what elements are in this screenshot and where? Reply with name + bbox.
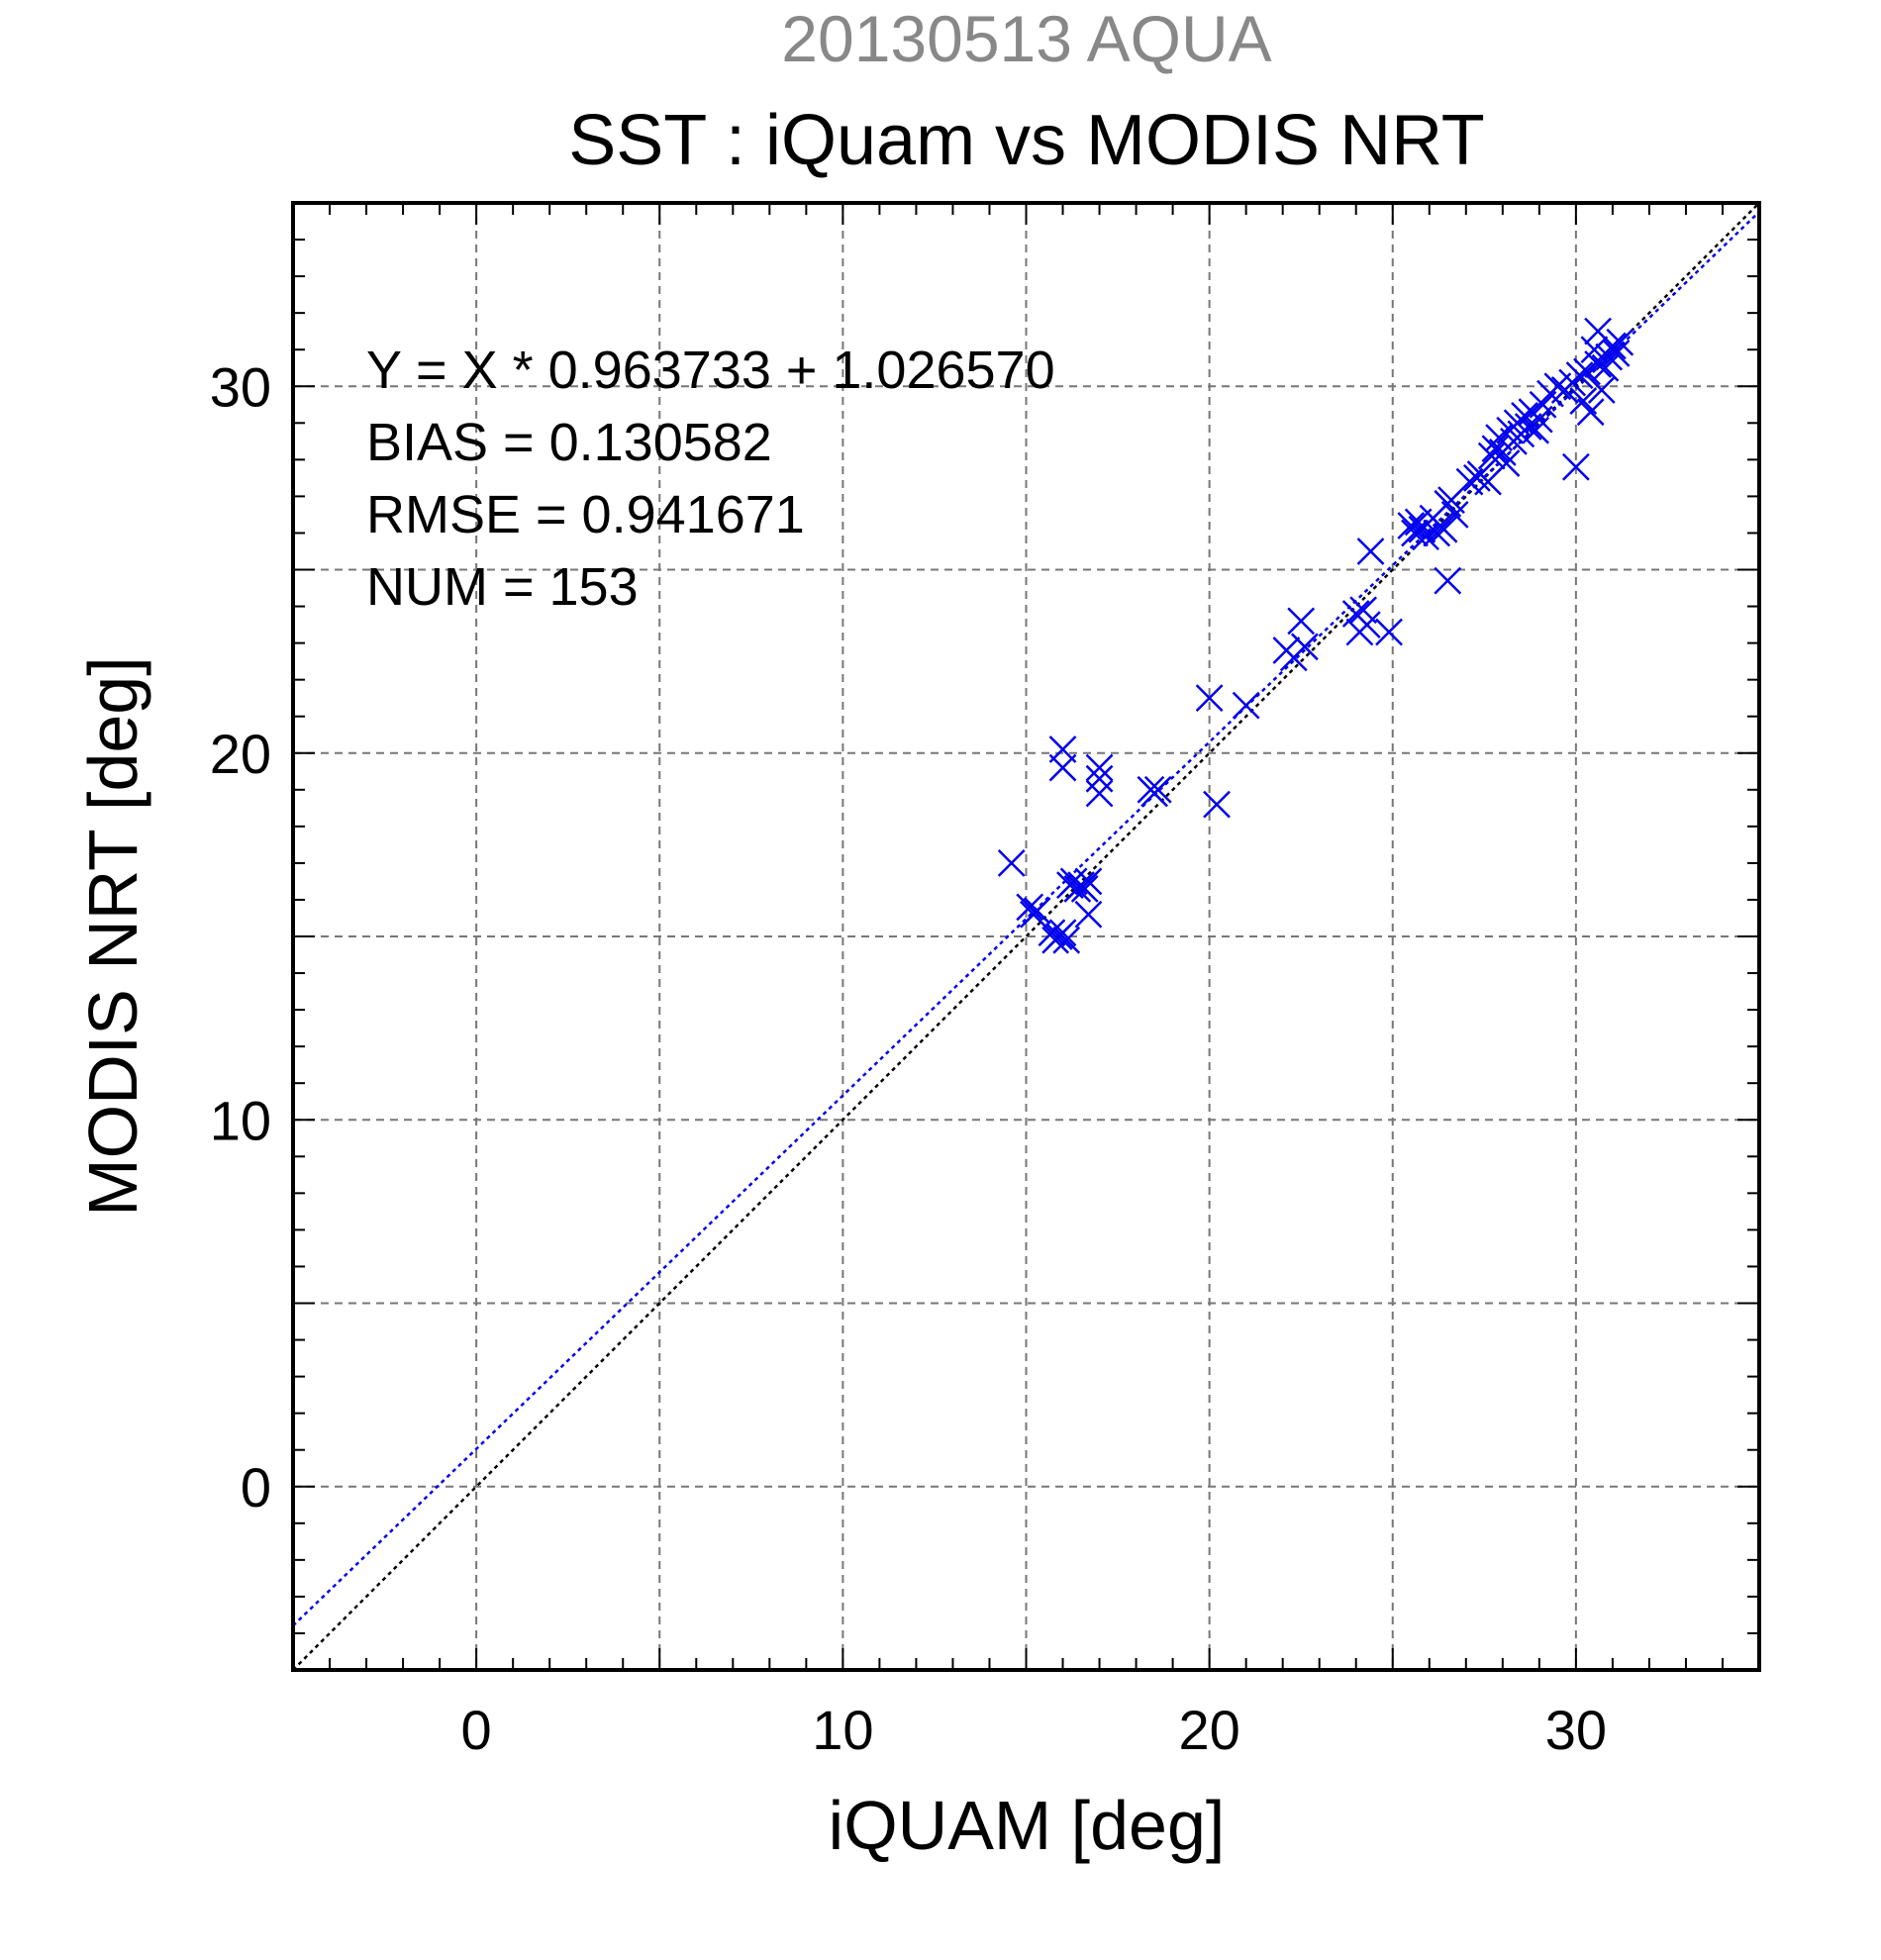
- tick-labels: 0 10 20 30 0 10 20 30: [210, 355, 1607, 1761]
- data-point: [1375, 618, 1403, 646]
- chart-subtitle: 20130513 AQUA: [781, 2, 1271, 75]
- y-tick-label: 20: [210, 723, 271, 785]
- data-point: [1561, 452, 1590, 481]
- stats-regression: Y = X * 0.963733 + 1.026570: [366, 341, 1055, 400]
- x-tick-label: 0: [461, 1699, 492, 1761]
- data-point: [1074, 900, 1103, 929]
- data-point: [1440, 501, 1469, 529]
- stats-rmse: RMSE = 0.941671: [366, 485, 805, 544]
- data-point: [1070, 874, 1099, 903]
- reference-lines: [293, 203, 1759, 1670]
- data-point: [1352, 611, 1381, 638]
- chart-title: SST : iQuam vs MODIS NRT: [568, 101, 1485, 180]
- data-point: [1287, 607, 1316, 636]
- x-tick-label: 20: [1178, 1699, 1239, 1761]
- data-point: [997, 849, 1026, 877]
- y-axis-label: MODIS NRT [deg]: [74, 656, 151, 1216]
- data-point: [1401, 519, 1429, 547]
- data-point: [1481, 435, 1510, 463]
- y-tick-label: 30: [210, 355, 271, 418]
- plot-frame: [291, 201, 1761, 1672]
- regression-line: [293, 211, 1759, 1627]
- data-point: [1602, 340, 1631, 367]
- data-point: [1232, 691, 1260, 720]
- data-point: [1565, 361, 1594, 390]
- y-tick-label: 10: [210, 1089, 271, 1151]
- data-point: [1477, 441, 1506, 470]
- data-point: [1085, 753, 1114, 782]
- data-points: [997, 317, 1634, 954]
- data-point: [1522, 416, 1550, 444]
- data-point: [1016, 893, 1044, 922]
- data-point: [1085, 764, 1114, 793]
- data-point: [1085, 779, 1114, 808]
- data-point: [1599, 332, 1627, 360]
- data-point: [1048, 919, 1077, 947]
- data-point: [1591, 353, 1620, 382]
- x-axis-label: iQUAM [deg]: [829, 1787, 1226, 1864]
- data-point: [1052, 926, 1081, 954]
- data-point: [1291, 633, 1319, 661]
- x-tick-label: 30: [1545, 1699, 1607, 1761]
- data-point: [1595, 343, 1624, 371]
- stats-bias: BIAS = 0.130582: [366, 413, 772, 472]
- data-point: [1023, 897, 1051, 925]
- data-point: [1606, 328, 1634, 356]
- data-point: [1430, 515, 1458, 543]
- data-point: [1038, 919, 1066, 947]
- data-point: [1412, 523, 1439, 551]
- data-point: [1434, 566, 1462, 595]
- data-point: [1143, 775, 1172, 804]
- grid-lines: [293, 203, 1759, 1670]
- data-point: [1492, 449, 1521, 477]
- data-point: [1203, 790, 1231, 819]
- data-point: [1195, 684, 1224, 713]
- data-point: [1356, 538, 1385, 565]
- x-tick-label: 10: [812, 1699, 873, 1761]
- data-point: [1074, 867, 1103, 896]
- stats-num: NUM = 153: [366, 557, 639, 617]
- data-point: [1397, 512, 1426, 539]
- data-point: [1576, 398, 1605, 427]
- y-tick-label: 0: [241, 1456, 271, 1519]
- data-point: [1048, 753, 1077, 782]
